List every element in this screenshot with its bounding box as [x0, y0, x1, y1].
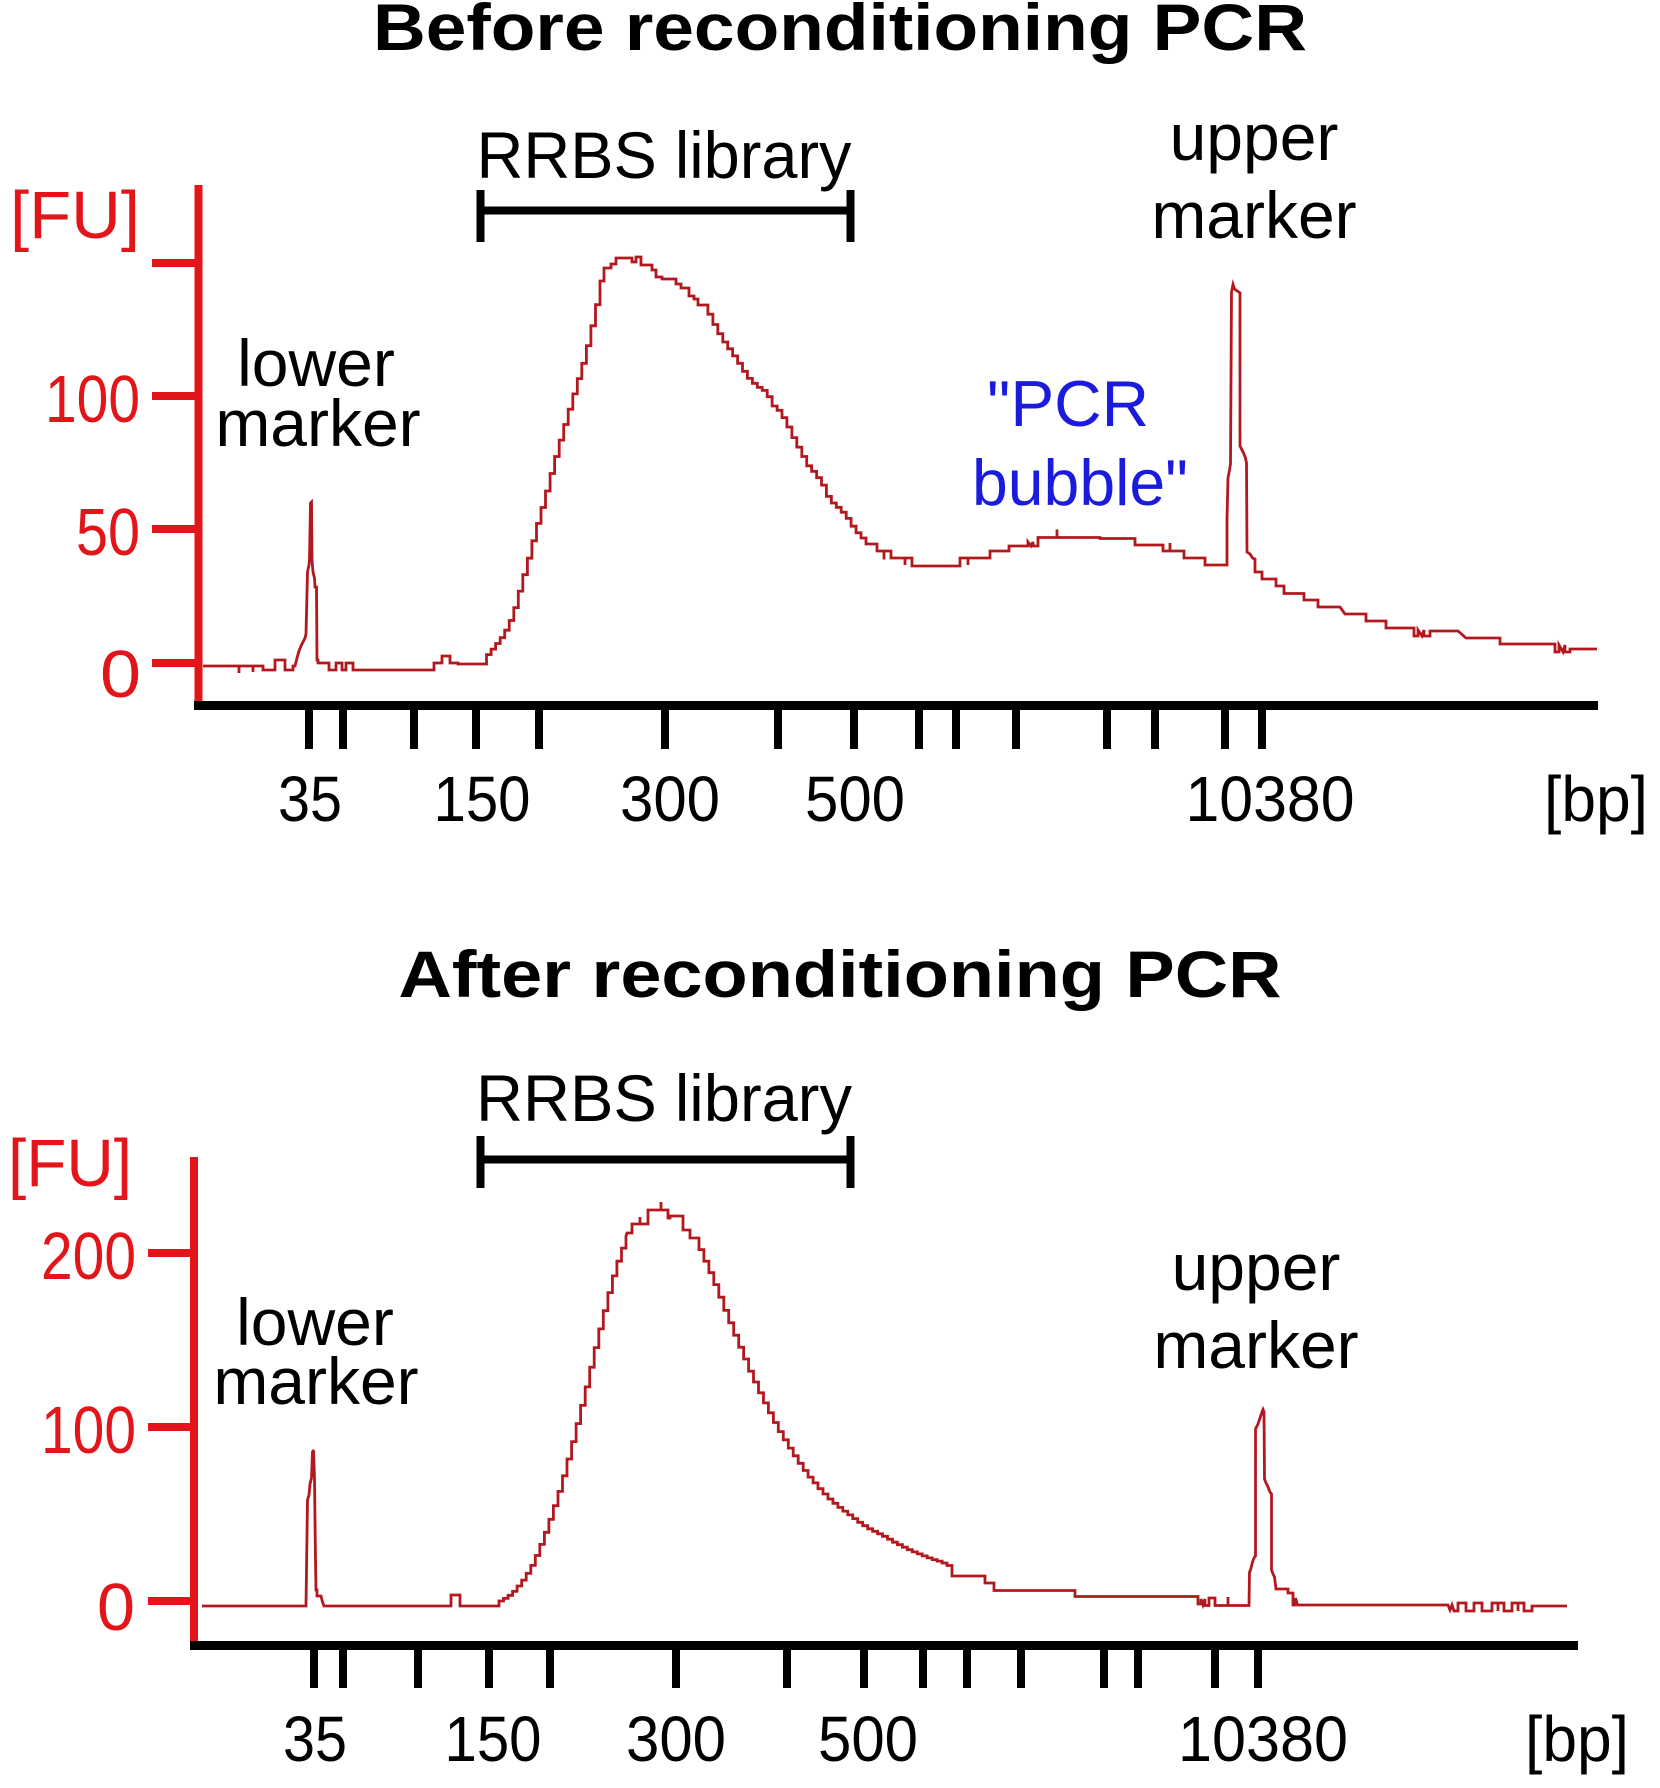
svg-text:upper: upper: [1170, 100, 1339, 174]
svg-text:RRBS library: RRBS library: [477, 118, 852, 192]
svg-text:100: 100: [41, 1393, 136, 1468]
svg-text:lower: lower: [237, 326, 395, 400]
svg-text:500: 500: [818, 1703, 918, 1775]
svg-text:0: 0: [97, 1570, 135, 1645]
svg-text:After reconditioning PCR: After reconditioning PCR: [399, 937, 1282, 1011]
svg-text:marker: marker: [213, 1344, 418, 1418]
svg-text:Before reconditioning PCR: Before reconditioning PCR: [373, 0, 1307, 64]
svg-text:100: 100: [45, 362, 140, 437]
svg-text:marker: marker: [1151, 178, 1356, 252]
svg-text:[FU]: [FU]: [10, 178, 140, 253]
svg-text:RRBS library: RRBS library: [476, 1061, 852, 1135]
svg-text:300: 300: [626, 1703, 726, 1775]
svg-text:10380: 10380: [1178, 1703, 1348, 1775]
svg-text:lower: lower: [236, 1285, 394, 1359]
svg-text:35: 35: [278, 763, 342, 835]
svg-text:0: 0: [100, 637, 141, 712]
svg-text:[bp]: [bp]: [1525, 1703, 1629, 1775]
svg-text:150: 150: [445, 1703, 542, 1775]
svg-text:50: 50: [76, 495, 140, 570]
svg-text:[bp]: [bp]: [1544, 763, 1648, 835]
svg-text:"PCR: "PCR: [987, 367, 1149, 440]
svg-text:300: 300: [620, 763, 720, 835]
svg-text:upper: upper: [1172, 1230, 1341, 1304]
svg-text:10380: 10380: [1186, 763, 1355, 835]
svg-text:35: 35: [283, 1703, 347, 1775]
svg-text:200: 200: [41, 1219, 136, 1294]
svg-text:marker: marker: [215, 386, 420, 460]
svg-text:500: 500: [805, 763, 905, 835]
svg-text:bubble": bubble": [972, 446, 1188, 519]
svg-text:150: 150: [434, 763, 531, 835]
svg-text:marker: marker: [1153, 1308, 1358, 1382]
svg-text:[FU]: [FU]: [8, 1126, 132, 1201]
